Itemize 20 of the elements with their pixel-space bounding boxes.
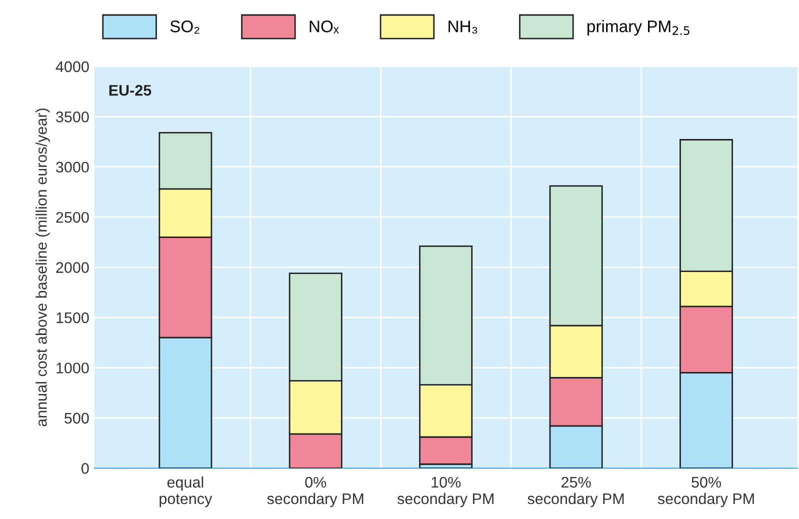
y-tick-label: 1500 [56, 312, 89, 324]
x-tick-label: equal potency [160, 476, 212, 508]
x-tick-label: 10% secondary PM [397, 476, 494, 508]
y-tick-label: 4000 [56, 61, 89, 72]
y-tick-label: 2500 [56, 212, 89, 223]
x-tick-label: 0% secondary PM [267, 476, 364, 508]
y-tick-label: 500 [64, 412, 89, 424]
x-tick-label: 50% secondary PM [658, 476, 754, 508]
y-axis-title: annual cost above baseline (million euros/year) [36, 108, 50, 426]
y-tick-label: 2000 [56, 262, 89, 273]
legend-label: NH₃ [448, 20, 478, 34]
legend-label: NOₓ [310, 20, 339, 34]
x-tick-label: 25% secondary PM [528, 476, 624, 508]
legend-label: SO₂ [170, 20, 200, 34]
legend-label: primary PM$_{2.5}$ [588, 20, 690, 36]
y-tick-label: 0 [82, 463, 89, 474]
annotation: EU-25 [109, 84, 152, 96]
y-tick-label: 1000 [56, 362, 89, 374]
y-tick-label: 3500 [56, 112, 89, 122]
y-tick-label: 3000 [56, 162, 89, 173]
